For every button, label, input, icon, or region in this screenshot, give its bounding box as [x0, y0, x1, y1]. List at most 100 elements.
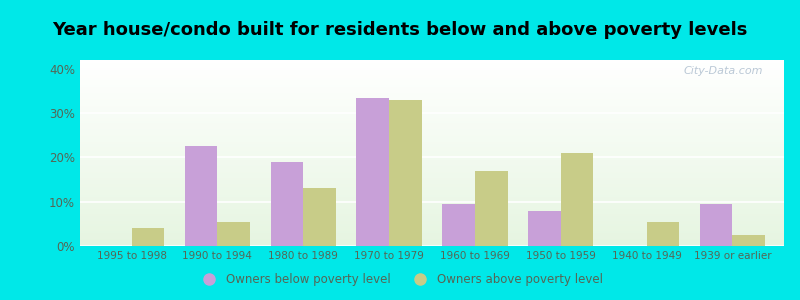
Bar	[80, 216, 784, 217]
Bar	[80, 140, 784, 141]
Bar	[80, 196, 784, 197]
Bar	[80, 81, 784, 82]
Bar	[303, 188, 336, 246]
Bar	[80, 228, 784, 229]
Bar	[80, 230, 784, 231]
Bar	[80, 80, 784, 81]
Bar	[80, 233, 784, 234]
Bar	[80, 201, 784, 202]
Bar	[80, 209, 784, 210]
Bar	[80, 182, 784, 183]
Bar	[80, 144, 784, 145]
Bar	[80, 73, 784, 74]
Bar	[80, 66, 784, 67]
Bar	[561, 153, 594, 246]
Bar	[80, 84, 784, 85]
Bar	[80, 117, 784, 118]
Bar	[80, 124, 784, 125]
Bar	[80, 231, 784, 232]
Bar	[80, 155, 784, 156]
Bar	[80, 62, 784, 63]
Bar	[80, 150, 784, 151]
Bar	[80, 149, 784, 150]
Bar	[80, 147, 784, 148]
Bar	[80, 129, 784, 130]
Bar	[80, 88, 784, 89]
Bar	[80, 119, 784, 120]
Bar	[80, 242, 784, 243]
Bar	[528, 211, 561, 246]
Text: City-Data.com: City-Data.com	[683, 66, 763, 76]
Bar	[80, 206, 784, 207]
Bar	[80, 96, 784, 97]
Bar	[80, 78, 784, 79]
Bar	[80, 99, 784, 100]
Text: Year house/condo built for residents below and above poverty levels: Year house/condo built for residents bel…	[52, 21, 748, 39]
Bar	[80, 104, 784, 105]
Bar	[80, 163, 784, 164]
Bar	[80, 156, 784, 157]
Bar	[80, 215, 784, 216]
Bar	[80, 235, 784, 236]
Bar	[80, 94, 784, 95]
Bar	[80, 194, 784, 195]
Bar	[80, 180, 784, 181]
Bar	[80, 223, 784, 224]
Bar	[80, 203, 784, 204]
Bar	[80, 159, 784, 160]
Bar	[80, 125, 784, 126]
Bar	[80, 145, 784, 146]
Bar	[80, 138, 784, 139]
Bar	[80, 60, 784, 61]
Bar	[80, 79, 784, 80]
Bar	[80, 92, 784, 93]
Bar	[80, 123, 784, 124]
Bar	[270, 162, 303, 246]
Bar	[80, 83, 784, 84]
Bar	[80, 214, 784, 215]
Bar	[80, 220, 784, 221]
Bar	[80, 101, 784, 102]
Bar	[700, 204, 733, 246]
Bar	[80, 160, 784, 161]
Bar	[80, 229, 784, 230]
Bar	[131, 228, 164, 246]
Bar	[80, 132, 784, 133]
Bar	[80, 241, 784, 242]
Bar	[80, 115, 784, 116]
Bar	[80, 227, 784, 228]
Bar	[80, 89, 784, 90]
Bar	[80, 154, 784, 155]
Bar	[80, 162, 784, 163]
Bar	[80, 190, 784, 191]
Bar	[80, 218, 784, 219]
Bar	[80, 189, 784, 190]
Bar	[80, 197, 784, 198]
Bar	[80, 191, 784, 192]
Bar	[80, 199, 784, 200]
Bar	[80, 174, 784, 175]
Bar	[80, 107, 784, 108]
Bar	[80, 61, 784, 62]
Legend: Owners below poverty level, Owners above poverty level: Owners below poverty level, Owners above…	[193, 269, 607, 291]
Bar	[80, 75, 784, 76]
Bar	[80, 236, 784, 237]
Bar	[80, 148, 784, 149]
Bar	[80, 192, 784, 193]
Bar	[80, 167, 784, 168]
Bar	[80, 204, 784, 205]
Bar	[80, 98, 784, 99]
Bar	[80, 195, 784, 196]
Bar	[80, 169, 784, 170]
Bar	[80, 97, 784, 98]
Bar	[80, 188, 784, 189]
Bar	[442, 204, 475, 246]
Bar	[80, 122, 784, 123]
Bar	[80, 68, 784, 69]
Bar	[80, 226, 784, 227]
Bar	[475, 171, 507, 246]
Bar	[80, 187, 784, 188]
Bar	[80, 200, 784, 201]
Bar	[80, 114, 784, 115]
Bar	[80, 86, 784, 87]
